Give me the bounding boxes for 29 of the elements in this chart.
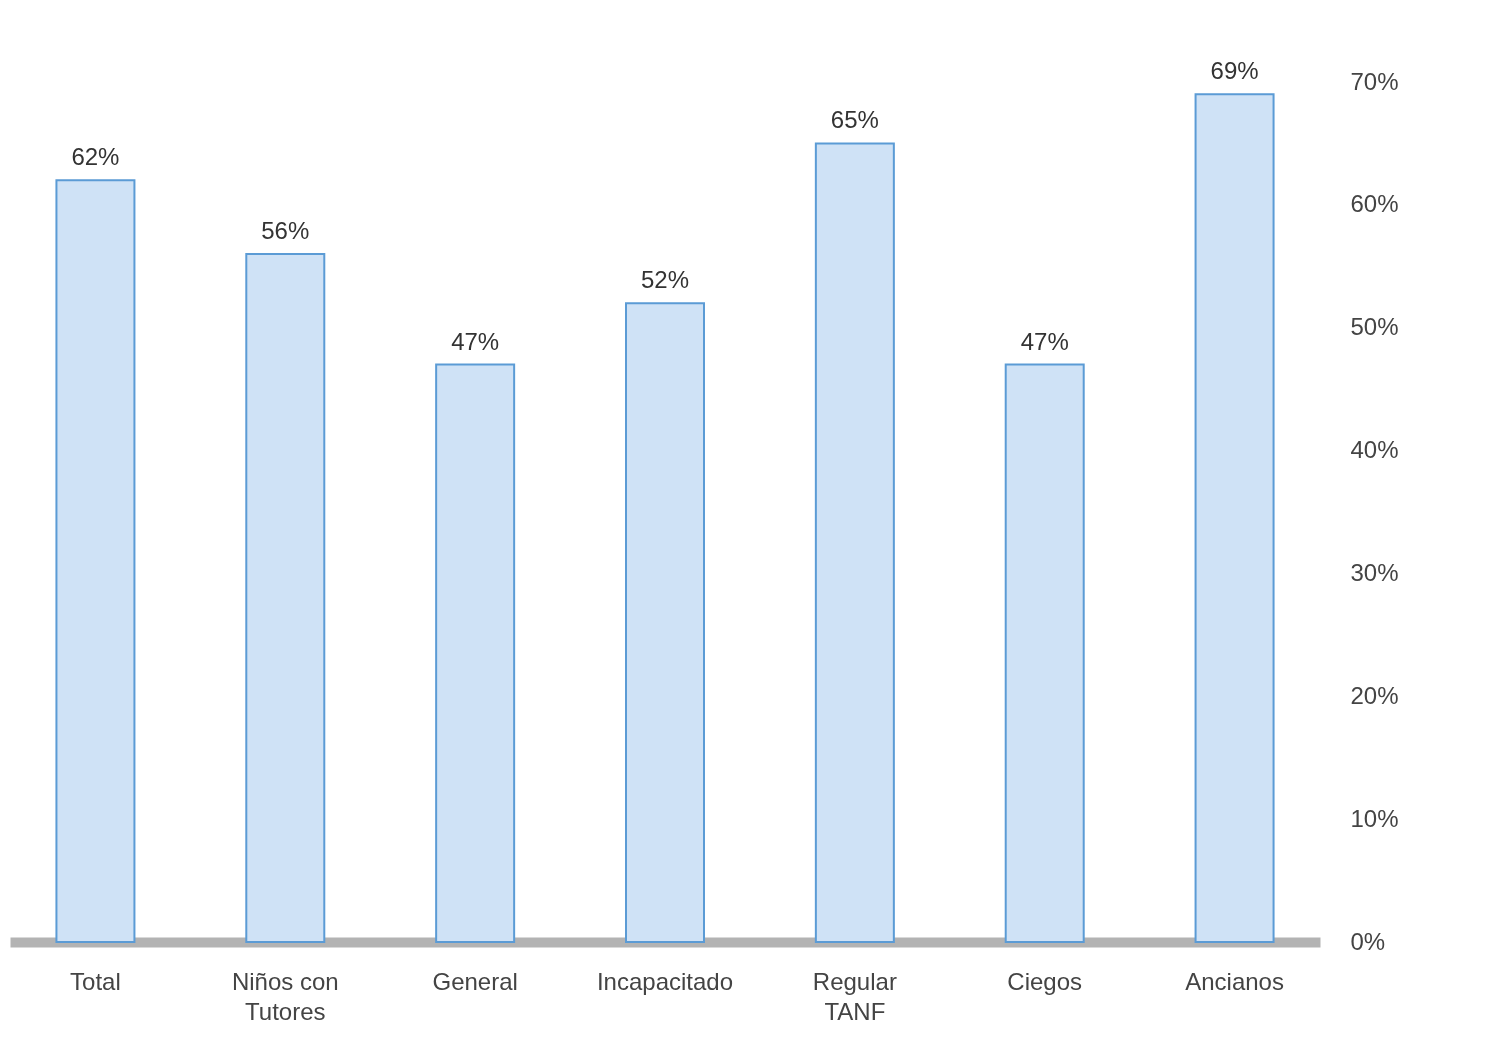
data-label: 56% <box>261 217 310 244</box>
y-tick-label: 30% <box>1350 558 1399 586</box>
y-tick-label: 20% <box>1350 681 1399 709</box>
bar <box>55 179 136 943</box>
bar <box>814 142 895 943</box>
y-tick-label: 50% <box>1350 313 1399 341</box>
bar <box>1194 93 1275 943</box>
y-tick-label: 40% <box>1350 436 1399 464</box>
y-tick-label: 0% <box>1350 927 1386 955</box>
x-tick-label: Ancianos <box>1185 967 1284 995</box>
data-label: 52% <box>640 266 690 294</box>
data-label: 69% <box>1210 57 1259 85</box>
bar <box>245 253 326 943</box>
x-tick-label: Ciegos <box>1007 967 1083 995</box>
bar <box>1004 363 1085 943</box>
y-tick-label: 10% <box>1350 804 1399 832</box>
data-label: 65% <box>830 106 879 134</box>
data-label: 47% <box>1020 327 1069 355</box>
y-tick-label: 70% <box>1350 67 1399 95</box>
x-tick-label: General <box>432 967 518 995</box>
bar <box>625 302 705 943</box>
data-label: 62% <box>71 143 120 171</box>
x-tick-label: Niños con Tutores <box>231 967 339 1025</box>
y-tick-label: 60% <box>1350 190 1399 218</box>
x-tick-label: Incapacitado <box>596 967 734 995</box>
bar <box>435 363 516 943</box>
x-tick-label: Regular TANF <box>812 967 897 1025</box>
x-tick-label: Total <box>70 967 121 995</box>
data-label: 47% <box>451 327 500 355</box>
